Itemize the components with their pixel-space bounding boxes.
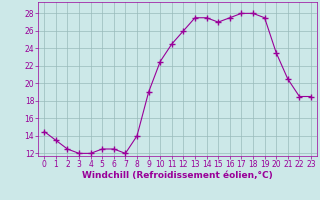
X-axis label: Windchill (Refroidissement éolien,°C): Windchill (Refroidissement éolien,°C) bbox=[82, 171, 273, 180]
